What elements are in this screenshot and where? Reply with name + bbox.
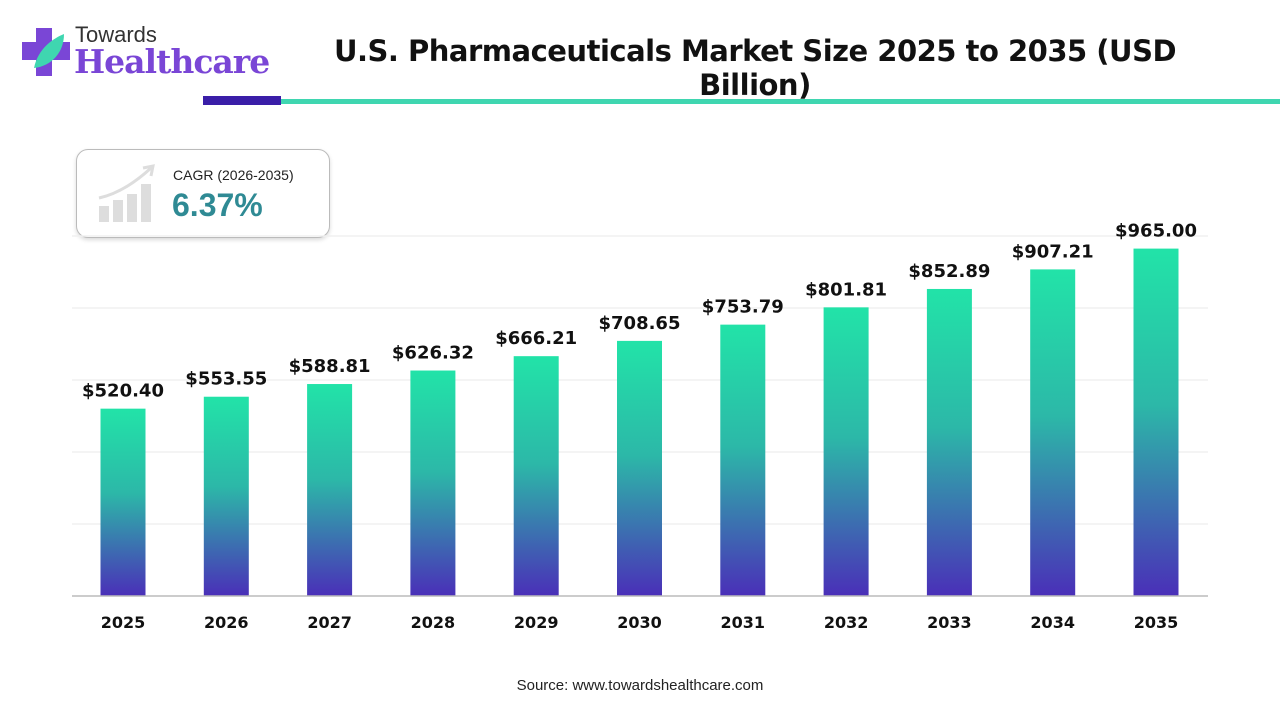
x-tick-label: 2033: [927, 613, 972, 632]
bar-2033: [926, 288, 972, 596]
medical-cross-leaf-icon: [22, 28, 70, 76]
x-tick-label: 2035: [1134, 613, 1179, 632]
bar-2027: [307, 384, 353, 596]
x-tick-label: 2031: [721, 613, 766, 632]
source-note: Source: www.towardshealthcare.com: [516, 677, 764, 694]
x-tick-label: 2027: [307, 613, 352, 632]
bar-2032: [823, 307, 869, 596]
data-label: $852.89: [908, 261, 990, 282]
growth-chart-icon: [98, 164, 155, 222]
bar-2030: [617, 340, 662, 596]
title-underline-teal: [281, 99, 1280, 104]
cagr-card: CAGR (2026-2035) 6.37%: [76, 149, 330, 238]
data-label: $666.21: [495, 328, 577, 349]
bar-2025: [100, 408, 146, 596]
x-tick-label: 2026: [204, 613, 249, 632]
chart-title: U.S. Pharmaceuticals Market Size 2025 to…: [333, 34, 1177, 102]
data-label: $907.21: [1012, 241, 1094, 262]
x-tick-label: 2029: [514, 613, 559, 632]
bar-2034: [1030, 269, 1076, 596]
x-tick-label: 2030: [617, 613, 662, 632]
data-label: $801.81: [805, 279, 887, 300]
bar-2028: [410, 370, 456, 596]
data-label: $520.40: [82, 381, 164, 402]
x-tick-label: 2032: [824, 613, 869, 632]
data-label: $753.79: [702, 297, 784, 318]
brand-line2: Healthcare: [74, 42, 270, 81]
cagr-label: CAGR (2026-2035): [173, 167, 294, 183]
brand-logo: Towards Healthcare: [20, 22, 270, 82]
cagr-value: 6.37%: [172, 187, 263, 223]
bar-2029: [513, 356, 559, 596]
title-underline-dark: [203, 96, 281, 105]
data-label: $588.81: [289, 356, 371, 377]
data-label: $626.32: [392, 343, 474, 364]
data-label: $553.55: [185, 369, 267, 390]
bar-2031: [720, 324, 766, 596]
bar-2026: [203, 396, 249, 596]
brand-line1: Towards: [75, 22, 157, 47]
x-tick-label: 2028: [411, 613, 456, 632]
data-label: $708.65: [599, 313, 681, 334]
data-label: $965.00: [1115, 221, 1197, 242]
x-tick-label: 2034: [1030, 613, 1075, 632]
x-tick-label: 2025: [101, 613, 146, 632]
bar-2035: [1133, 248, 1179, 596]
